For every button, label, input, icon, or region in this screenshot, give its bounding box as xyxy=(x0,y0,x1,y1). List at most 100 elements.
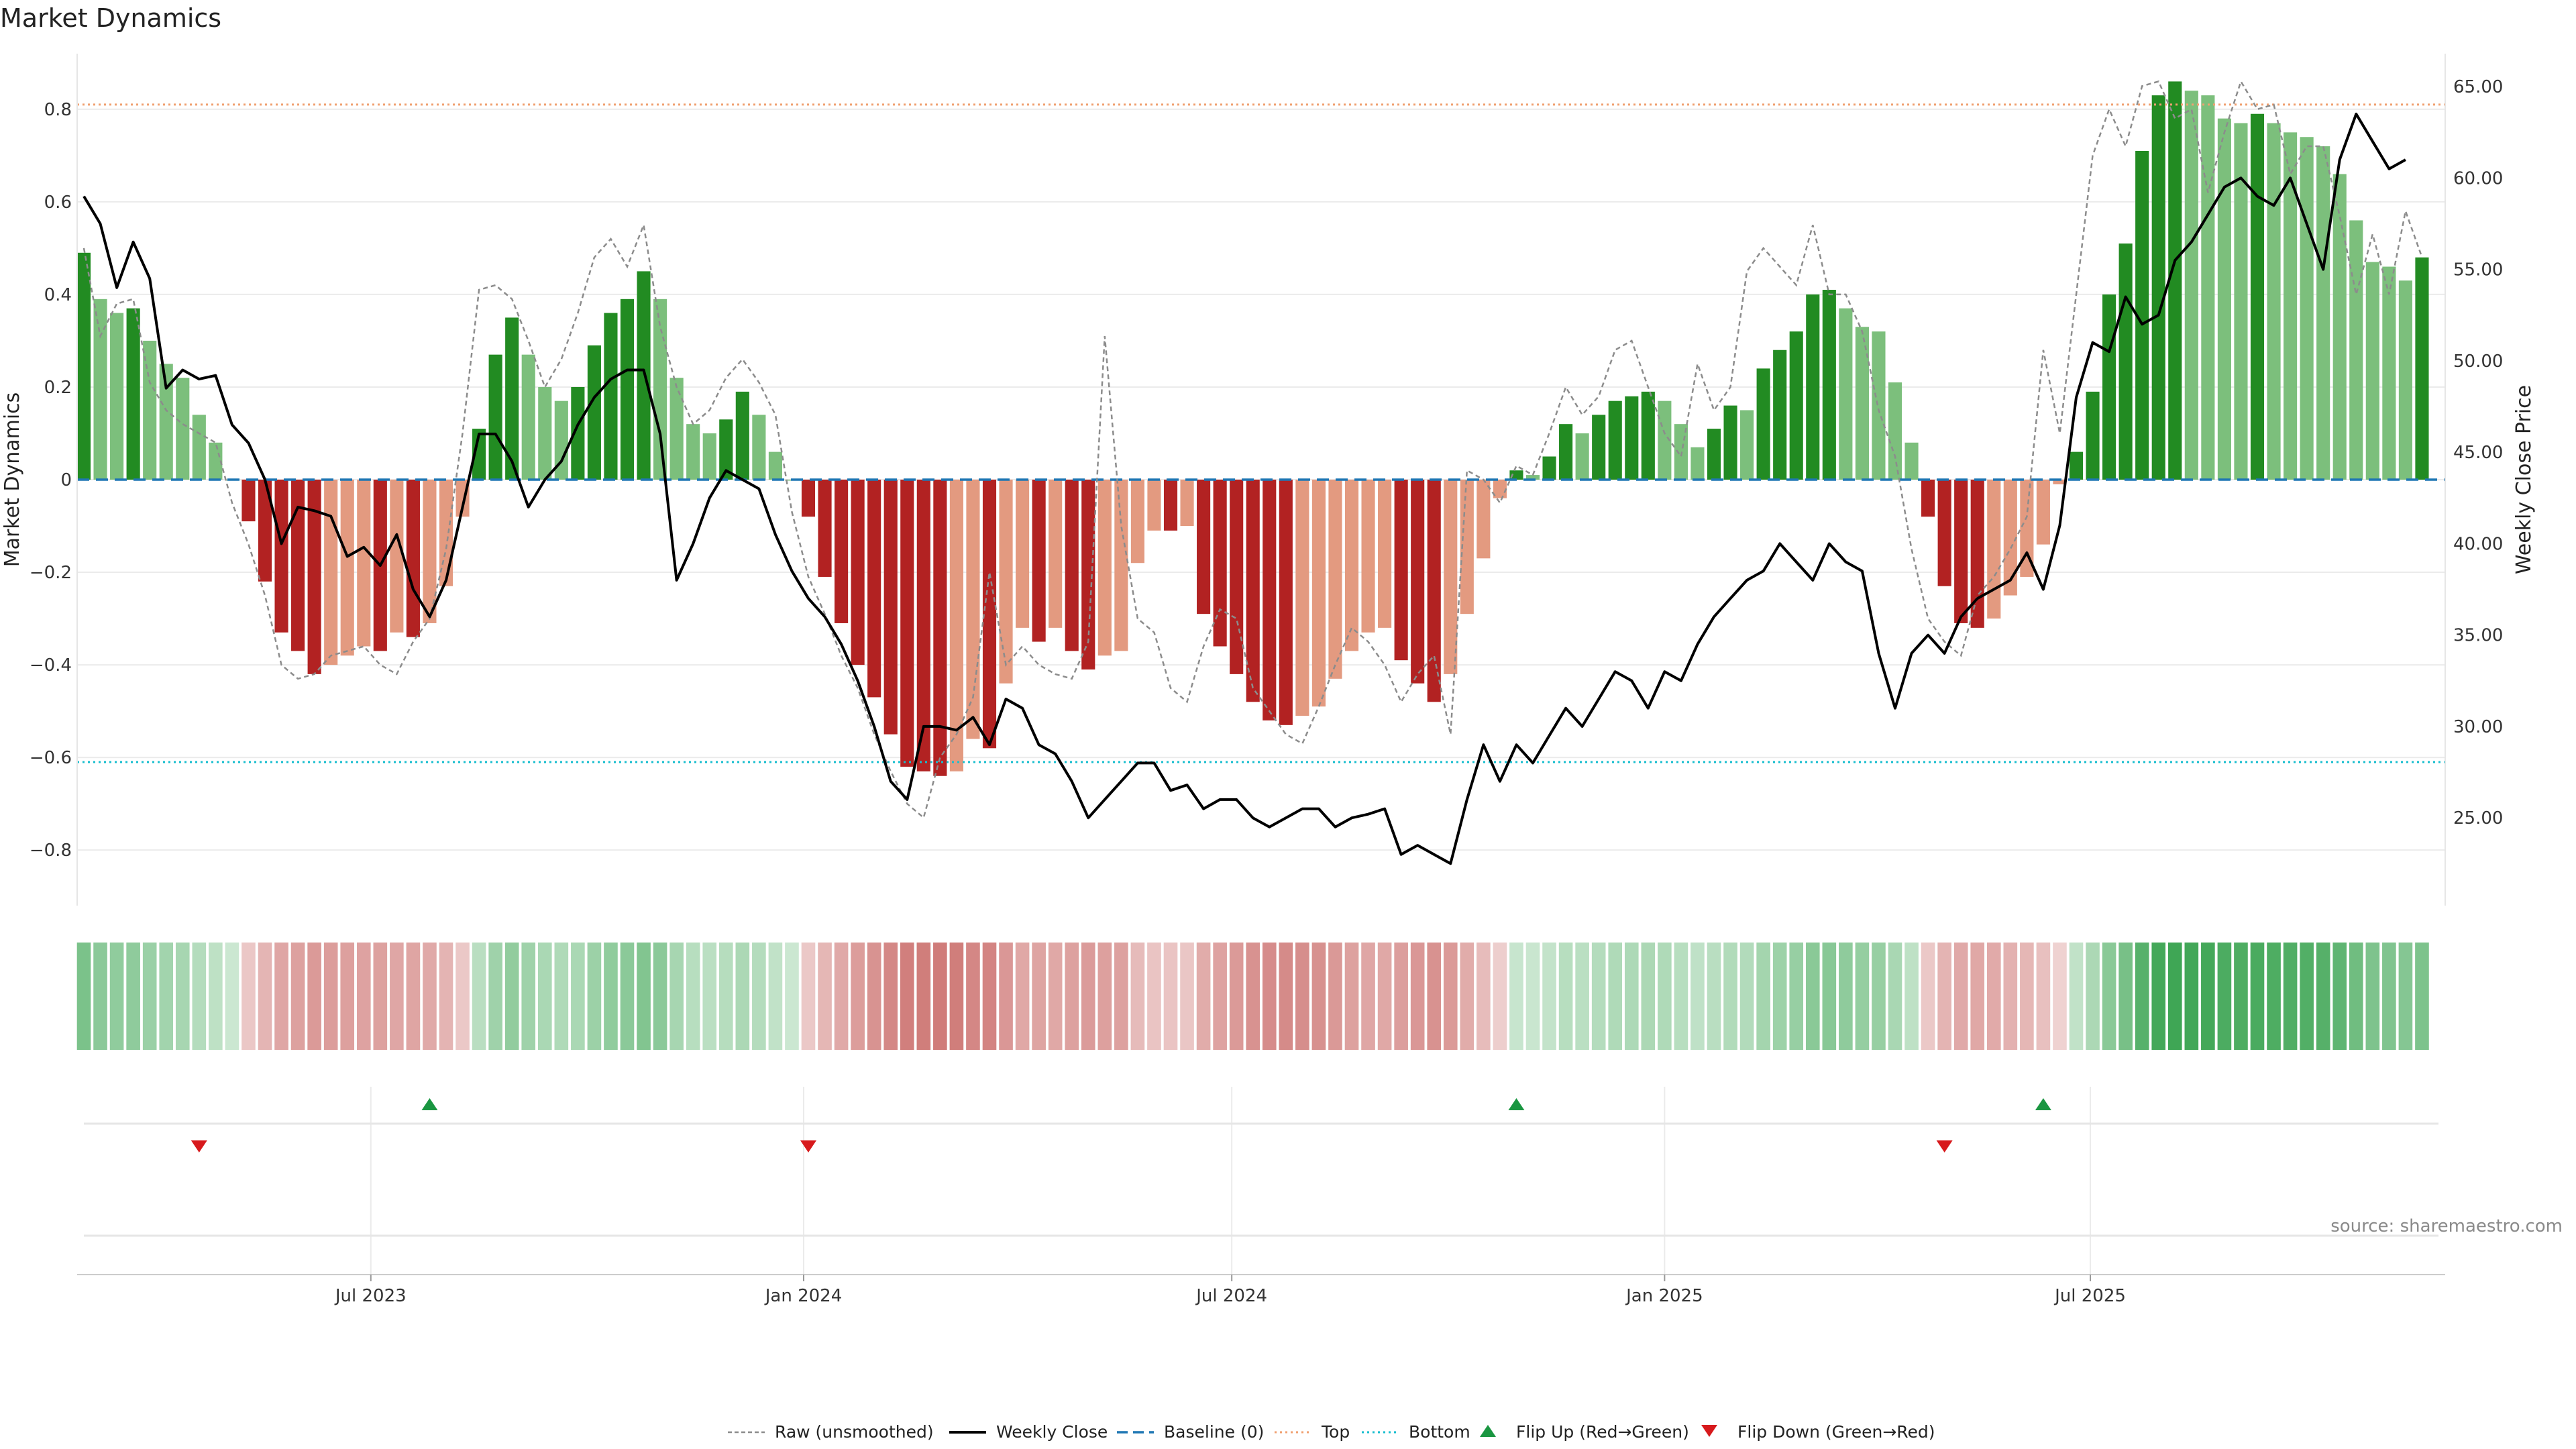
dynamics-bar xyxy=(159,364,173,480)
heatstrip-cell xyxy=(1048,943,1063,1050)
heatstrip-cell xyxy=(1180,943,1194,1050)
y-left-tick-label: −0.4 xyxy=(30,655,72,676)
heatstrip-cell xyxy=(2415,943,2429,1050)
heatstrip-cell xyxy=(1427,943,1442,1050)
dynamics-bar xyxy=(143,340,157,480)
legend-label: Flip Up (Red→Green) xyxy=(1516,1422,1689,1442)
dynamics-bar xyxy=(1213,480,1227,647)
heatstrip-cell xyxy=(1624,943,1639,1050)
dynamics-bar xyxy=(2184,91,2198,480)
heatstrip-cell xyxy=(587,943,602,1050)
dynamics-bar xyxy=(1097,480,1112,656)
heatstrip-cell xyxy=(1229,943,1244,1050)
dynamics-bar xyxy=(2267,123,2281,480)
heatstrip-cell xyxy=(752,943,766,1050)
y-left-tick-label: 0.8 xyxy=(44,100,72,120)
heatstrip-cell xyxy=(1114,943,1128,1050)
x-tick-label: Jan 2025 xyxy=(1625,1286,1703,1306)
heatstrip-cell xyxy=(1921,943,1935,1050)
y-left-tick-label: −0.6 xyxy=(30,748,72,768)
legend-label: Flip Down (Green→Red) xyxy=(1737,1422,1935,1442)
dynamics-bar xyxy=(900,480,914,767)
heatstrip-cell xyxy=(999,943,1013,1050)
y-right-tick-label: 30.00 xyxy=(2453,717,2503,737)
dynamics-bar xyxy=(571,386,585,480)
heatstrip-cell xyxy=(159,943,174,1050)
y-right-tick-label: 45.00 xyxy=(2453,443,2503,463)
heatstrip-cell xyxy=(1953,943,1968,1050)
heatstrip-cell xyxy=(785,943,799,1050)
heatstrip-cell xyxy=(1723,943,1737,1050)
y-right-tick-label: 25.00 xyxy=(2453,808,2503,828)
y-left-tick-label: −0.8 xyxy=(30,841,72,861)
heatstrip-cell xyxy=(1130,943,1145,1050)
chart-title: Market Dynamics xyxy=(0,3,221,33)
heatstrip-cell xyxy=(1690,943,1705,1050)
legend-label: Baseline (0) xyxy=(1164,1422,1264,1442)
source-label: source: sharemaestro.com xyxy=(2330,1216,2563,1236)
heatstrip-cell xyxy=(1707,943,1721,1050)
dynamics-bar xyxy=(2053,480,2067,484)
dynamics-bar xyxy=(2086,391,2100,480)
heatstrip-cell xyxy=(1772,943,1787,1050)
dynamics-bar xyxy=(1197,480,1211,614)
heatstrip-cell xyxy=(2300,943,2314,1050)
legend-item-baseline: Baseline (0) xyxy=(1117,1422,1264,1442)
dynamics-bar xyxy=(1230,480,1244,674)
dynamics-bar xyxy=(916,480,930,771)
dynamics-bar xyxy=(538,386,552,480)
dynamics-bar xyxy=(2398,280,2412,480)
heatstrip-cell xyxy=(1377,943,1392,1050)
dynamics-bar xyxy=(1032,480,1046,642)
dynamics-bar xyxy=(1049,480,1063,628)
dynamics-bar xyxy=(472,429,486,480)
flip-up-marker xyxy=(1508,1098,1525,1110)
heatstrip-cell xyxy=(620,943,635,1050)
flip-down-marker xyxy=(191,1140,207,1152)
heatstrip-cell xyxy=(2086,943,2100,1050)
x-tick-label: Jul 2023 xyxy=(334,1286,407,1306)
dynamics-bar xyxy=(1987,480,2001,619)
heatstrip-cell xyxy=(2201,943,2215,1050)
dynamics-bar xyxy=(357,480,371,647)
heatstrip-cell xyxy=(1394,943,1408,1050)
dynamics-bar xyxy=(719,419,733,480)
dynamics-bar xyxy=(1295,480,1309,716)
dynamics-bar xyxy=(752,415,766,480)
heatstrip-cell xyxy=(1311,943,1326,1050)
heatstrip-cell xyxy=(1608,943,1623,1050)
legend-label: Bottom xyxy=(1409,1422,1470,1442)
strength-heatstrip xyxy=(76,943,2429,1050)
heatstrip-cell xyxy=(1410,943,1425,1050)
heatstrip-cell xyxy=(1805,943,1820,1050)
dynamics-bar xyxy=(1525,475,1540,480)
dynamics-bar xyxy=(1658,400,1672,480)
heatstrip-cell xyxy=(439,943,453,1050)
dynamics-bar xyxy=(818,480,832,577)
heatstrip-cell xyxy=(2135,943,2149,1050)
heatstrip-cell xyxy=(1641,943,1656,1050)
dynamics-bar xyxy=(653,299,667,480)
dynamics-bar xyxy=(1328,480,1342,679)
heatstrip-cell xyxy=(472,943,486,1050)
flip-markers-panel xyxy=(84,1087,2438,1275)
heatstrip-cell xyxy=(373,943,388,1050)
dynamics-bar xyxy=(2102,294,2116,480)
heatstrip-cell xyxy=(604,943,618,1050)
legend-item-flipup: Flip Up (Red→Green) xyxy=(1480,1422,1689,1442)
legend-item-top: Top xyxy=(1275,1422,1350,1442)
dynamics-bar xyxy=(1114,480,1128,651)
heatstrip-cell xyxy=(2069,943,2084,1050)
y-right-tick-label: 55.00 xyxy=(2453,260,2503,280)
heatstrip-cell xyxy=(834,943,849,1050)
heatstrip-cell xyxy=(537,943,552,1050)
series-lines xyxy=(83,79,2423,865)
dynamics-bar xyxy=(735,391,749,480)
heatstrip-cell xyxy=(686,943,700,1050)
dynamics-bar xyxy=(390,480,404,633)
dynamics-bar xyxy=(1361,480,1375,633)
dynamics-bar xyxy=(604,313,618,480)
heatstrip-cell xyxy=(2036,943,2051,1050)
dynamics-bar xyxy=(1311,480,1326,707)
heatstrip-cell xyxy=(2184,943,2199,1050)
